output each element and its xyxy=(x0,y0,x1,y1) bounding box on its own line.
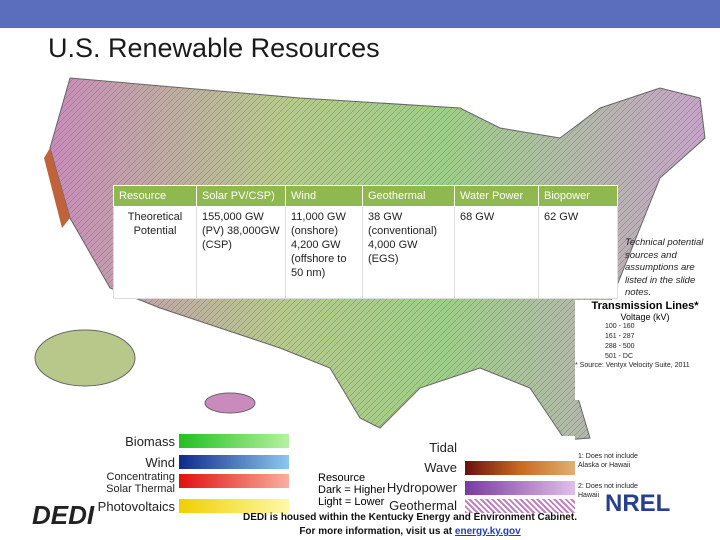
cell: 68 GW xyxy=(454,206,539,299)
footnotes: 1: Does not include Alaska or Hawaii 2: … xyxy=(578,452,658,500)
cell: 38 GW (conventional) 4,000 GW (EGS) xyxy=(362,206,455,299)
transmission-legend: Transmission Lines* Voltage (kV) 100 - 1… xyxy=(575,300,715,400)
column-header: Biopower xyxy=(538,185,618,207)
footer-link[interactable]: energy.ky.gov xyxy=(454,526,521,537)
legend-item: 288 - 500 xyxy=(605,343,635,350)
legend-label: Photovoltaics xyxy=(97,499,175,514)
column-header: Geothermal xyxy=(362,185,455,207)
swatch xyxy=(179,455,289,469)
column-header: Solar PV/CSP) xyxy=(196,185,286,207)
footer-line: For more information, visit us at energy… xyxy=(200,525,620,539)
hawaii xyxy=(204,392,256,414)
legend-label: Wind xyxy=(145,455,175,470)
nrel-logo: NREL xyxy=(605,490,671,517)
legend-label: Tidal xyxy=(429,440,457,455)
swatch xyxy=(179,474,289,488)
swatch xyxy=(179,434,289,448)
swatch xyxy=(465,499,575,513)
side-note: Technical potential sources and assumpti… xyxy=(625,237,704,298)
note-line: Resource xyxy=(318,472,366,484)
water-legend: Tidal Wave Hydropower Geothermal xyxy=(385,436,575,514)
note-line: Dark = Higher xyxy=(318,484,387,496)
column-header: Wind xyxy=(285,185,363,207)
top-bar xyxy=(0,0,720,28)
footer: DEDI is housed within the Kentucky Energ… xyxy=(200,511,620,539)
alaska xyxy=(34,329,136,387)
footnote: 1: Does not include Alaska or Hawaii xyxy=(578,453,638,469)
legend-title: Transmission Lines* xyxy=(591,300,699,312)
legend-item: 100 - 160 xyxy=(605,323,635,330)
coast-wave xyxy=(44,148,70,228)
footnote: 2: Does not include Hawaii xyxy=(578,483,638,499)
note-line: Light = Lower xyxy=(318,496,385,508)
column-header: Resource xyxy=(113,185,197,207)
legend-subtitle: Voltage (kV) xyxy=(620,312,670,322)
legend-source: * Source: Ventyx Velocity Suite, 2011 xyxy=(575,362,690,369)
dedi-logo: DEDI xyxy=(32,500,95,530)
legend-label: Geothermal xyxy=(389,498,457,513)
slide-title: U.S. Renewable Resources xyxy=(48,33,380,63)
column-header: Water Power xyxy=(454,185,539,207)
cell: 62 GW xyxy=(538,206,618,299)
legend-label: Concentrating Solar Thermal xyxy=(106,471,175,495)
row-header: Theoretical Potential xyxy=(113,206,197,299)
resource-note: Resource Dark = Higher Light = Lower xyxy=(318,472,386,508)
swatch xyxy=(465,481,575,495)
footer-text: For more information, visit us at xyxy=(299,526,453,537)
legend-item: 501 - DC xyxy=(605,353,634,360)
resource-legend: Biomass Wind Concentrating Solar Thermal… xyxy=(95,430,295,515)
footer-line: DEDI is housed within the Kentucky Energ… xyxy=(243,512,577,523)
cell: 155,000 GW (PV) 38,000GW (CSP) xyxy=(196,206,286,299)
potential-table: Resource Solar PV/CSP) Wind Geothermal W… xyxy=(113,185,618,299)
swatch xyxy=(465,461,575,475)
swatch xyxy=(179,499,289,513)
legend-label: Hydropower xyxy=(386,480,457,495)
legend-item: 161 - 287 xyxy=(605,333,635,340)
cell: 11,000 GW (onshore) 4,200 GW (offshore t… xyxy=(285,206,363,299)
legend-label: Biomass xyxy=(125,434,175,449)
legend-label: Wave xyxy=(424,460,457,475)
